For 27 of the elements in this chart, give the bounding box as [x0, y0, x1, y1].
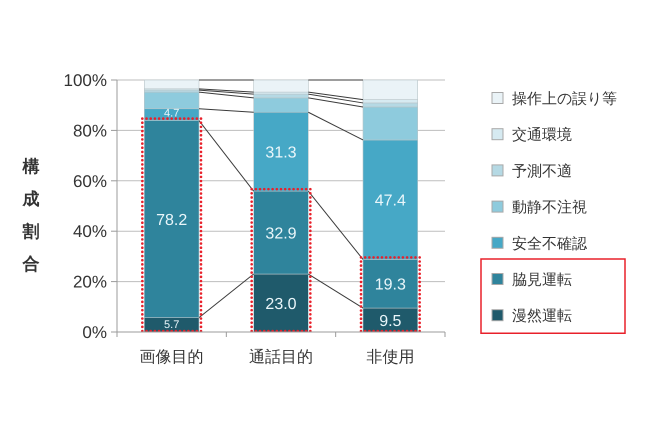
y-tick-label: 80% [72, 121, 107, 140]
data-label: 19.3 [374, 276, 406, 294]
data-label: 5.7 [164, 319, 180, 331]
legend-label: 脇見運転 [512, 272, 572, 288]
legend-label: 安全不確認 [512, 235, 587, 252]
y-axis-title: 構成割合 [22, 157, 40, 274]
y-tick-label: 20% [72, 272, 107, 292]
y-tick-label: 100% [64, 71, 107, 90]
data-label: 32.9 [265, 225, 297, 242]
data-label: 31.3 [265, 144, 297, 162]
x-tick-label: 画像目的 [140, 349, 204, 366]
legend-label: 動静不注視 [512, 199, 587, 216]
legend-label: 交通環境 [512, 126, 572, 144]
legend-label: 予測不適 [512, 162, 572, 180]
data-label: 78.2 [156, 212, 188, 229]
data-label: 47.4 [374, 192, 406, 210]
legend-label: 操作上の誤り等 [512, 90, 617, 108]
data-label: 23.0 [265, 296, 297, 313]
legend-label: 漫然運転 [512, 308, 572, 325]
y-tick-label: 40% [72, 222, 107, 242]
data-label: 4.7 [164, 108, 180, 120]
data-label: 9.5 [379, 312, 402, 330]
bar [253, 80, 309, 92]
x-tick-label: 通話目的 [249, 348, 313, 366]
y-tick-label: 0% [82, 323, 107, 342]
y-tick-label: 60% [72, 172, 107, 191]
x-tick-label: 非使用 [366, 348, 414, 366]
